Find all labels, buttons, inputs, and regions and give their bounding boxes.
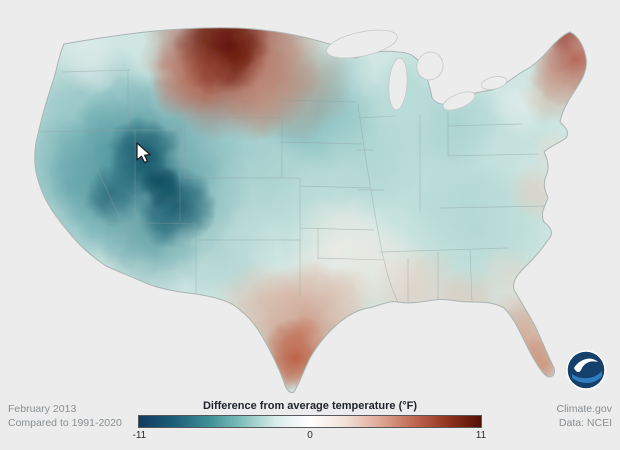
legend-title-text: Difference from average temperature [202, 400, 396, 412]
attribution: Climate.gov Data: NCEI [557, 403, 612, 430]
noaa-logo-gull [574, 358, 598, 373]
legend: Difference from average temperature (°F)… [128, 400, 492, 442]
map-footer: February 2013 Compared to 1991-2020 Diff… [0, 398, 620, 450]
legend-title: Difference from average temperature (°F) [128, 400, 492, 412]
noaa-logo-circle [566, 350, 606, 390]
great-lakes [326, 29, 508, 111]
noaa-logo-wave [572, 371, 602, 383]
attribution-site: Climate.gov [556, 403, 612, 415]
caption-period: February 2013 [8, 403, 77, 415]
attribution-source: Data: NCEI [558, 416, 612, 429]
caption-baseline: Compared to 1991-2020 [8, 416, 122, 429]
tick-min: -11 [132, 430, 147, 441]
us-anomaly-map [34, 27, 587, 394]
legend-unit: (°F) [398, 400, 418, 412]
map-caption: February 2013 Compared to 1991-2020 [8, 403, 122, 430]
mouse-cursor-icon [136, 142, 151, 164]
state-borders [39, 40, 549, 303]
tick-max: 11 [475, 430, 487, 441]
noaa-logo [566, 350, 606, 390]
anomaly-field [34, 27, 587, 393]
colorbar-ticks: -11 0 11 [133, 430, 487, 442]
colorbar [138, 415, 482, 428]
tick-zero: 0 [307, 430, 313, 441]
